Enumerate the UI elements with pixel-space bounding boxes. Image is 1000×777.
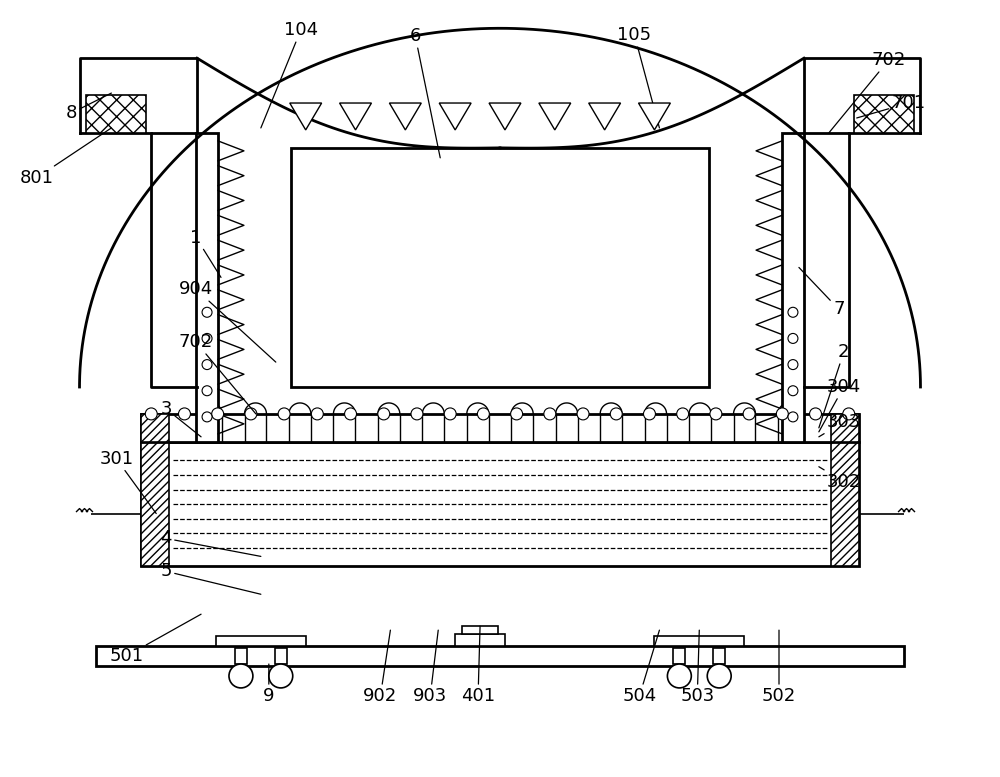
Text: 9: 9 [263, 664, 275, 705]
Text: 302: 302 [819, 467, 861, 490]
Bar [96, 646, 904, 666]
Text: 502: 502 [762, 630, 796, 705]
Bar [235, 648, 247, 664]
Circle shape [788, 333, 798, 343]
Bar [462, 626, 498, 634]
Circle shape [345, 408, 357, 420]
Circle shape [643, 408, 655, 420]
Circle shape [245, 408, 257, 420]
Polygon shape [489, 103, 521, 130]
Circle shape [544, 408, 556, 420]
Text: 304: 304 [819, 378, 861, 432]
Circle shape [378, 408, 390, 420]
Text: 701: 701 [857, 94, 926, 118]
Circle shape [788, 307, 798, 317]
Bar [854, 95, 914, 133]
Text: 104: 104 [261, 21, 318, 128]
Bar [673, 648, 685, 664]
Text: 5: 5 [160, 563, 261, 594]
Circle shape [444, 408, 456, 420]
Circle shape [788, 412, 798, 422]
Text: 702: 702 [829, 51, 906, 133]
Circle shape [707, 664, 731, 688]
Bar [86, 95, 146, 133]
Polygon shape [340, 103, 371, 130]
Text: 801: 801 [20, 128, 111, 186]
Text: 1: 1 [190, 228, 221, 277]
Bar [782, 133, 804, 442]
Circle shape [278, 408, 290, 420]
Circle shape [269, 664, 293, 688]
Circle shape [788, 360, 798, 370]
Circle shape [311, 408, 323, 420]
Bar [216, 636, 306, 646]
Bar [455, 634, 505, 646]
Bar [141, 442, 859, 566]
Circle shape [202, 360, 212, 370]
Circle shape [577, 408, 589, 420]
Text: 303: 303 [819, 413, 861, 437]
Circle shape [788, 385, 798, 395]
Text: 4: 4 [160, 529, 261, 556]
Polygon shape [290, 103, 322, 130]
Circle shape [743, 408, 755, 420]
Circle shape [776, 408, 788, 420]
Circle shape [202, 412, 212, 422]
Bar [831, 414, 859, 442]
Bar [713, 648, 725, 664]
Circle shape [810, 408, 822, 420]
Text: 2: 2 [819, 343, 850, 428]
Bar [141, 414, 169, 442]
Text: 7: 7 [799, 267, 845, 319]
Circle shape [667, 664, 691, 688]
Text: 904: 904 [179, 280, 276, 362]
Circle shape [202, 333, 212, 343]
Text: 6: 6 [410, 27, 440, 158]
Circle shape [677, 408, 689, 420]
Circle shape [202, 307, 212, 317]
Text: 3: 3 [160, 400, 201, 437]
Text: 8: 8 [66, 93, 111, 122]
Polygon shape [539, 103, 571, 130]
Text: 902: 902 [363, 630, 398, 705]
Circle shape [411, 408, 423, 420]
Polygon shape [439, 103, 471, 130]
Text: 903: 903 [413, 630, 447, 705]
Text: 504: 504 [622, 630, 659, 705]
Text: 301: 301 [99, 450, 156, 514]
Bar [196, 133, 218, 442]
Text: 105: 105 [617, 26, 659, 128]
Circle shape [511, 408, 523, 420]
Circle shape [145, 408, 157, 420]
Bar [291, 148, 709, 387]
Polygon shape [639, 103, 670, 130]
Circle shape [843, 408, 855, 420]
Polygon shape [389, 103, 421, 130]
Text: 401: 401 [461, 626, 495, 705]
Bar [275, 648, 287, 664]
Bar [831, 442, 859, 566]
Bar [141, 442, 169, 566]
Text: 503: 503 [680, 630, 714, 705]
Circle shape [212, 408, 224, 420]
Circle shape [178, 408, 190, 420]
Polygon shape [589, 103, 621, 130]
Bar [654, 636, 744, 646]
Bar [141, 414, 859, 442]
Circle shape [477, 408, 489, 420]
Circle shape [610, 408, 622, 420]
Text: 501: 501 [109, 614, 201, 665]
Circle shape [202, 385, 212, 395]
Circle shape [229, 664, 253, 688]
Text: 702: 702 [179, 333, 256, 414]
Circle shape [710, 408, 722, 420]
